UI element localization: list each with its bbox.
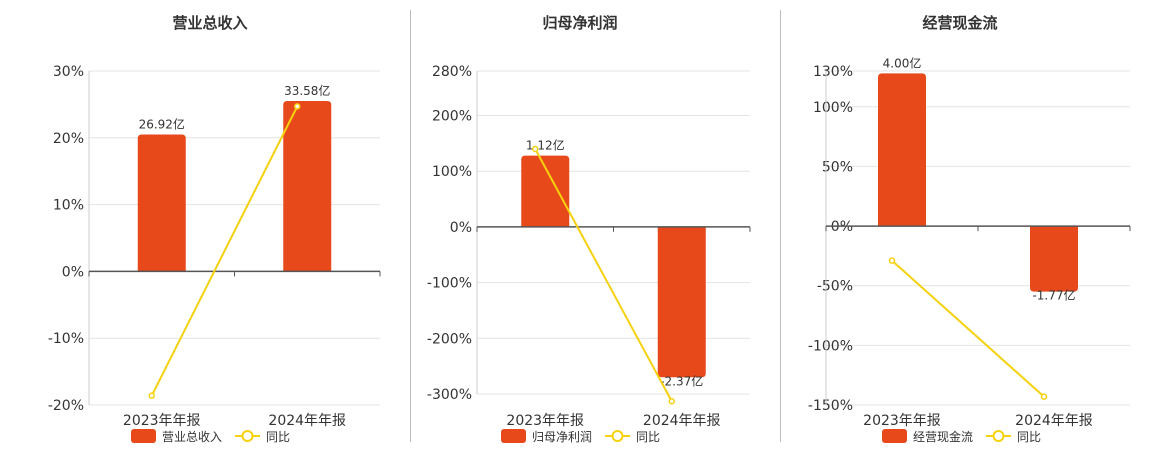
x-tick-label: 2023年年报 <box>123 413 201 429</box>
bar <box>521 155 570 227</box>
bar <box>657 226 706 378</box>
legend-line-marker <box>611 430 624 442</box>
line-point <box>294 103 301 110</box>
y-tick-label: 100% <box>432 164 472 180</box>
legend-bar-swatch <box>131 429 156 443</box>
line-series <box>534 148 673 402</box>
y-tick-label: -50% <box>817 279 853 295</box>
legend-bar-swatch <box>882 429 907 443</box>
legend-line-marker <box>992 430 1005 442</box>
chart-panel-3: 经营现金流 130% 100% 50% 0% -50% -100% -150% 4.00亿 -1.… <box>808 14 1131 444</box>
legend-label: 经营现金流 <box>913 429 973 444</box>
chart-panel-1: 营业总收入 30% 20% 10% 0% -10% -20% 26.92亿 33.58亿 2023… <box>48 14 381 444</box>
chart-title: 归母净利润 <box>542 14 617 32</box>
y-tick-label: 280% <box>432 64 472 80</box>
bar <box>1030 226 1078 292</box>
legend-label: 营业总收入 <box>162 430 222 444</box>
bar-data-label: 26.92亿 <box>139 116 185 131</box>
line-point <box>148 392 155 399</box>
y-tick-label: 20% <box>53 131 84 147</box>
bar-data-label: 4.00亿 <box>883 55 922 70</box>
line-point <box>1040 393 1048 400</box>
bar-data-label: 33.58亿 <box>284 83 330 98</box>
x-tick-label: 2024年年报 <box>268 413 346 429</box>
x-tick-label: 2024年年报 <box>1015 413 1093 429</box>
y-tick-label: 30% <box>53 64 84 80</box>
line-series <box>891 259 1045 398</box>
y-tick-label: 100% <box>813 100 853 116</box>
line-point <box>532 145 539 153</box>
y-tick-label: -100% <box>427 276 472 292</box>
legend-label: 同比 <box>636 430 660 444</box>
bar <box>878 73 926 227</box>
y-tick-label: 0% <box>450 220 472 236</box>
y-tick-label: 10% <box>53 198 84 214</box>
chart-panel-2: 归母净利润 280% 200% 100% 0% -100% -200% -300% 1.12亿 -… <box>427 14 751 444</box>
chart-title: 营业总收入 <box>172 14 247 32</box>
y-tick-label: -150% <box>808 398 853 414</box>
legend-line-marker <box>241 430 254 442</box>
y-tick-label: 0% <box>62 264 84 280</box>
line-point <box>888 257 896 264</box>
legend-label: 同比 <box>1017 430 1041 444</box>
y-tick-label: 130% <box>813 64 853 80</box>
legend-label: 归母净利润 <box>532 430 592 444</box>
y-tick-label: -100% <box>808 338 853 354</box>
bar-data-label: 1.12亿 <box>526 138 565 153</box>
x-tick-label: 2023年年报 <box>506 413 584 429</box>
legend-bar-swatch <box>501 429 526 443</box>
y-tick-label: -300% <box>427 387 472 403</box>
y-tick-label: -20% <box>48 398 84 414</box>
x-tick-label: 2024年年报 <box>643 413 721 429</box>
x-tick-label: 2023年年报 <box>863 413 941 429</box>
y-tick-label: 200% <box>432 109 472 125</box>
y-tick-label: -10% <box>48 331 84 347</box>
bar-data-label: -2.37亿 <box>660 373 703 388</box>
bar <box>283 101 332 272</box>
y-tick-label: -200% <box>427 331 472 347</box>
bar <box>137 134 186 272</box>
line-series <box>150 105 299 397</box>
chart-title: 经营现金流 <box>922 14 997 32</box>
y-tick-label: 50% <box>822 159 853 175</box>
line-point <box>668 397 675 405</box>
legend-label: 同比 <box>266 430 290 444</box>
y-tick-label: 0% <box>831 219 853 235</box>
bar-data-label: -1.77亿 <box>1032 288 1075 303</box>
